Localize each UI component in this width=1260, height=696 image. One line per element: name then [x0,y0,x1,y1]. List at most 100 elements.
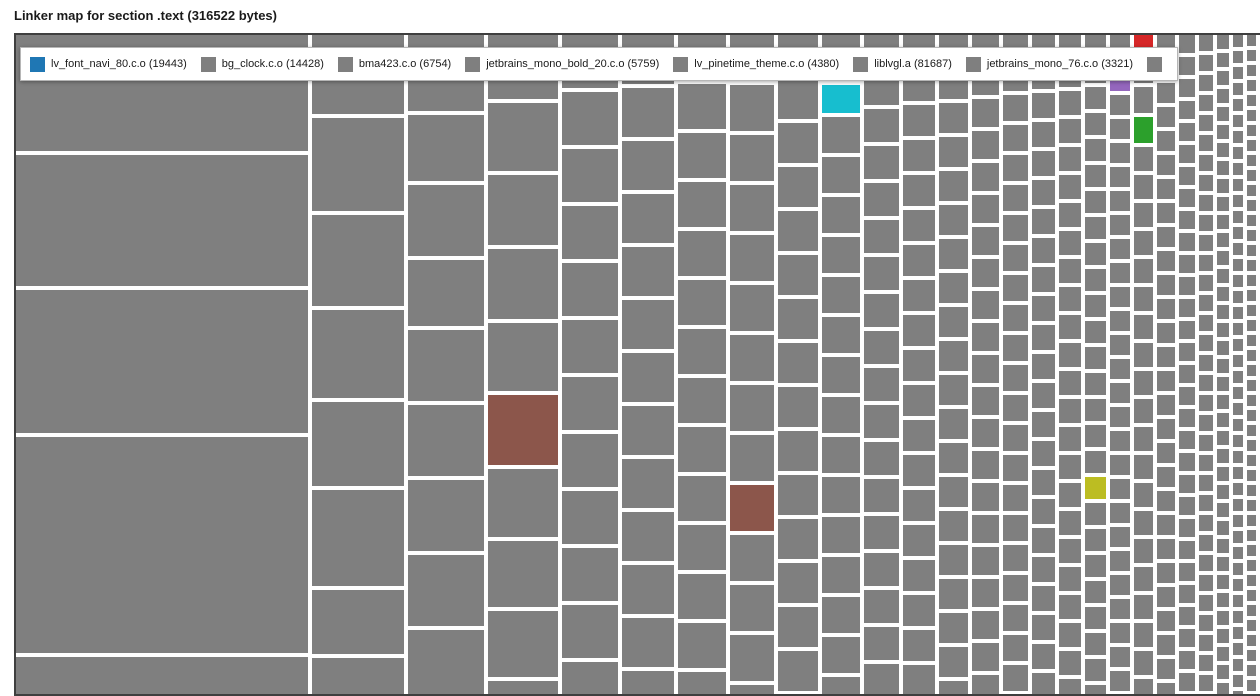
treemap-block[interactable] [1134,539,1153,563]
treemap-block[interactable] [1217,323,1229,337]
treemap-block[interactable] [1059,511,1081,535]
treemap-block[interactable] [1233,179,1243,191]
treemap-block[interactable] [864,183,899,216]
treemap-block[interactable] [1059,119,1081,143]
treemap-block[interactable] [1247,305,1256,316]
treemap-block[interactable] [1157,467,1175,487]
treemap-block[interactable] [622,618,674,667]
treemap-block[interactable] [778,211,818,251]
treemap-block[interactable] [1233,627,1243,639]
treemap-block[interactable] [1199,535,1213,551]
treemap-block[interactable] [864,590,899,623]
treemap-block[interactable] [1085,321,1106,343]
treemap-block[interactable] [822,157,860,193]
treemap-block[interactable] [1199,275,1213,291]
treemap-block[interactable] [562,491,618,544]
treemap-block[interactable] [1059,483,1081,507]
treemap-block[interactable] [1179,211,1195,229]
treemap-block[interactable] [1059,539,1081,563]
treemap-block[interactable] [1059,679,1081,694]
treemap-block[interactable] [678,427,726,472]
treemap-block[interactable] [1134,175,1153,199]
treemap-block[interactable] [972,547,999,575]
treemap-block[interactable] [1247,680,1256,691]
treemap-block[interactable] [562,320,618,373]
treemap-block[interactable] [972,323,999,351]
treemap-block[interactable] [1179,409,1195,427]
treemap-block[interactable] [1233,579,1243,591]
treemap-block[interactable] [822,357,860,393]
treemap-block[interactable] [562,377,618,430]
treemap-block[interactable] [1247,395,1256,406]
treemap-block[interactable] [1199,335,1213,351]
treemap-block[interactable] [1199,155,1213,171]
treemap-block[interactable] [1217,215,1229,229]
treemap-block[interactable] [1247,185,1256,196]
treemap-block[interactable] [1217,71,1229,85]
treemap-block[interactable] [408,260,484,326]
treemap-block[interactable] [778,475,818,515]
treemap-block[interactable] [1032,441,1055,466]
treemap-block[interactable] [1085,555,1106,577]
treemap-block[interactable] [1179,57,1195,75]
treemap-block[interactable] [678,133,726,178]
treemap-block[interactable] [972,483,999,511]
treemap-block[interactable] [1179,651,1195,669]
treemap-block[interactable] [903,280,935,311]
treemap-block[interactable] [939,511,968,541]
treemap-block[interactable] [730,435,774,481]
treemap-block[interactable] [1217,485,1229,499]
treemap-block[interactable] [972,643,999,671]
treemap-block[interactable] [1247,575,1256,586]
treemap-block[interactable] [1003,95,1028,121]
treemap-block[interactable] [1247,50,1256,61]
treemap-block[interactable] [1003,335,1028,361]
treemap-block[interactable] [622,671,674,694]
treemap-block[interactable] [1247,140,1256,151]
treemap-block[interactable] [903,140,935,171]
treemap-block[interactable] [1179,585,1195,603]
treemap-block[interactable] [678,672,726,694]
treemap-block[interactable] [1003,455,1028,481]
treemap-block[interactable] [1217,683,1229,694]
treemap-block[interactable] [864,664,899,694]
treemap-block[interactable] [972,99,999,127]
treemap-block[interactable] [1059,623,1081,647]
treemap-block[interactable] [1003,125,1028,151]
treemap-block[interactable] [1059,371,1081,395]
treemap-block[interactable] [1003,305,1028,331]
treemap-block[interactable] [1199,195,1213,211]
treemap-block[interactable] [1157,275,1175,295]
treemap-block[interactable] [1217,143,1229,157]
treemap-block[interactable] [1247,290,1256,301]
treemap-block[interactable] [939,409,968,439]
treemap-block[interactable] [1233,163,1243,175]
treemap-block[interactable] [972,611,999,639]
treemap-block[interactable] [1032,470,1055,495]
treemap-block[interactable] [939,307,968,337]
treemap-block[interactable] [1110,455,1130,475]
treemap-block[interactable] [822,597,860,633]
treemap-block[interactable] [1233,211,1243,223]
treemap-block[interactable] [1134,147,1153,171]
treemap-block[interactable] [678,182,726,227]
treemap-block[interactable] [1247,35,1256,46]
treemap-block[interactable] [972,163,999,191]
treemap-block[interactable] [1134,595,1153,619]
treemap-block[interactable] [1217,413,1229,427]
treemap-block[interactable] [1059,287,1081,311]
treemap-block[interactable] [1032,209,1055,234]
treemap-block[interactable] [1179,497,1195,515]
treemap-block[interactable] [1085,633,1106,655]
treemap-block[interactable] [1032,412,1055,437]
treemap-block[interactable] [1247,245,1256,256]
treemap-block[interactable] [1233,483,1243,495]
treemap-block[interactable] [1110,671,1130,691]
treemap-block[interactable] [864,405,899,438]
treemap-block[interactable] [1157,443,1175,463]
treemap-block[interactable] [1233,675,1243,687]
treemap-block[interactable] [1110,623,1130,643]
treemap-block[interactable] [1032,122,1055,147]
treemap-block[interactable] [1134,455,1153,479]
treemap-block[interactable] [1199,55,1213,71]
